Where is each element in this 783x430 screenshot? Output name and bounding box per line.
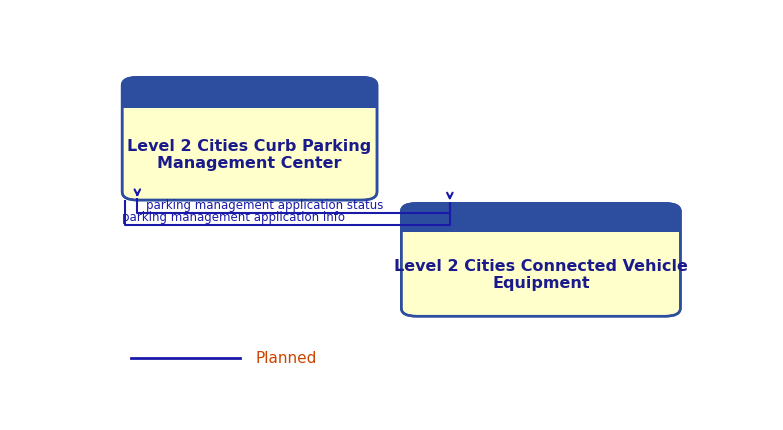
Bar [402, 218, 680, 232]
FancyBboxPatch shape [402, 204, 680, 316]
Text: parking management application status: parking management application status [146, 198, 384, 211]
Text: Level 2 Cities Curb Parking
Management Center: Level 2 Cities Curb Parking Management C… [128, 138, 372, 171]
FancyBboxPatch shape [122, 78, 377, 200]
Text: parking management application info: parking management application info [122, 210, 345, 224]
FancyBboxPatch shape [402, 204, 680, 232]
Text: Planned: Planned [256, 350, 317, 366]
Bar [122, 93, 377, 109]
FancyBboxPatch shape [122, 78, 377, 109]
Text: Level 2 Cities Connected Vehicle
Equipment: Level 2 Cities Connected Vehicle Equipme… [394, 258, 687, 290]
